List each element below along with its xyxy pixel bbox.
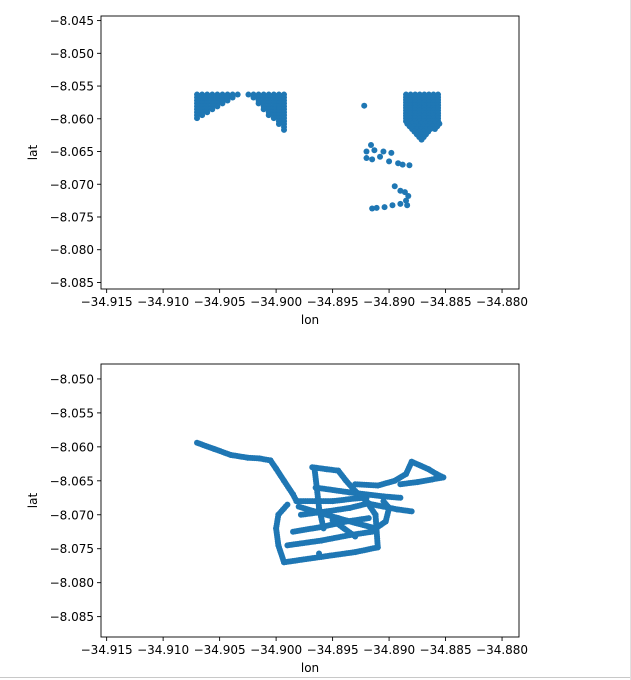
data-point	[366, 515, 372, 521]
data-point	[400, 162, 406, 168]
x-tick-label: −34.890	[363, 295, 415, 309]
x-tick-label: −34.885	[420, 643, 472, 657]
y-tick-label: −8.070	[50, 508, 94, 522]
x-axis-label: lon	[301, 313, 319, 327]
y-tick-label: −8.080	[50, 576, 94, 590]
data-point	[194, 115, 200, 121]
y-tick-label: −8.065	[50, 145, 94, 159]
data-point	[266, 112, 272, 118]
data-point	[419, 137, 425, 143]
x-tick-label: −34.915	[81, 643, 133, 657]
x-tick-label: −34.910	[137, 295, 189, 309]
y-axis-label: lat	[26, 145, 40, 161]
x-tick-label: −34.890	[363, 643, 415, 657]
output-bottom-border	[0, 677, 631, 678]
data-point	[230, 95, 236, 101]
y-tick-label: −8.080	[50, 243, 94, 257]
y-tick-label: −8.075	[50, 542, 94, 556]
data-point	[375, 544, 381, 550]
data-point	[281, 127, 287, 133]
data-point	[371, 147, 377, 153]
data-point	[361, 103, 367, 109]
x-tick-label: −34.915	[81, 295, 133, 309]
y-tick-label: −8.045	[50, 14, 94, 28]
data-point	[251, 95, 257, 101]
y-axis-label: lat	[26, 493, 40, 509]
data-point	[235, 92, 241, 98]
x-tick-label: −34.880	[476, 295, 528, 309]
data-point	[363, 149, 369, 155]
data-point	[397, 495, 403, 501]
x-tick-label: −34.910	[137, 643, 189, 657]
plot-area-frame	[101, 16, 519, 289]
data-point	[392, 183, 398, 189]
data-point	[388, 150, 394, 156]
y-tick-label: −8.055	[50, 80, 94, 94]
data-point	[256, 100, 262, 106]
y-tick-label: −8.060	[50, 112, 94, 126]
data-point	[432, 126, 438, 132]
x-tick-label: −34.900	[250, 295, 302, 309]
data-point	[352, 533, 358, 539]
data-point	[409, 508, 415, 514]
data-point	[369, 156, 375, 162]
y-tick-label: −8.055	[50, 406, 94, 420]
data-point	[199, 112, 205, 118]
x-tick-label: −34.885	[420, 295, 472, 309]
y-tick-label: −8.050	[50, 372, 94, 386]
data-point	[380, 149, 386, 155]
x-tick-label: −34.880	[476, 643, 528, 657]
chart-stops-scatter: −34.915 −34.910 −34.905 −34.900 −34.895 −34.8…	[26, 14, 528, 327]
x-tick-label: −34.905	[194, 643, 246, 657]
data-point	[204, 109, 210, 115]
y-tick-label: −8.060	[50, 440, 94, 454]
data-point	[368, 142, 374, 148]
data-point	[214, 103, 220, 109]
y-tick-label: −8.085	[50, 276, 94, 290]
data-point	[316, 550, 322, 556]
y-tick-label: −8.085	[50, 610, 94, 624]
data-point	[245, 92, 251, 98]
x-tick-label: −34.895	[307, 295, 359, 309]
chart-routes-scatter: −34.915 −34.910 −34.905 −34.900 −34.895 −34.8…	[26, 364, 528, 675]
data-point	[406, 162, 412, 168]
data-point	[219, 100, 225, 106]
data-point	[363, 155, 369, 161]
data-point	[397, 201, 403, 207]
x-tick-label: −34.905	[194, 295, 246, 309]
data-point	[380, 498, 386, 504]
data-point	[404, 202, 410, 208]
data-point	[271, 115, 277, 121]
data-point	[382, 204, 388, 210]
x-axis-label: lon	[301, 661, 319, 675]
data-point	[369, 205, 375, 211]
data-point	[386, 158, 392, 164]
x-tick-label: −34.895	[307, 643, 359, 657]
data-point	[389, 202, 395, 208]
data-point	[209, 106, 215, 112]
data-point	[321, 525, 327, 531]
x-tick-label: −34.900	[250, 643, 302, 657]
data-point	[377, 154, 383, 160]
data-point	[276, 121, 282, 127]
data-point	[225, 97, 231, 103]
data-point	[261, 106, 267, 112]
data-point	[397, 481, 403, 487]
y-tick-label: −8.070	[50, 178, 94, 192]
y-tick-label: −8.050	[50, 47, 94, 61]
y-tick-label: −8.065	[50, 474, 94, 488]
y-tick-label: −8.075	[50, 210, 94, 224]
